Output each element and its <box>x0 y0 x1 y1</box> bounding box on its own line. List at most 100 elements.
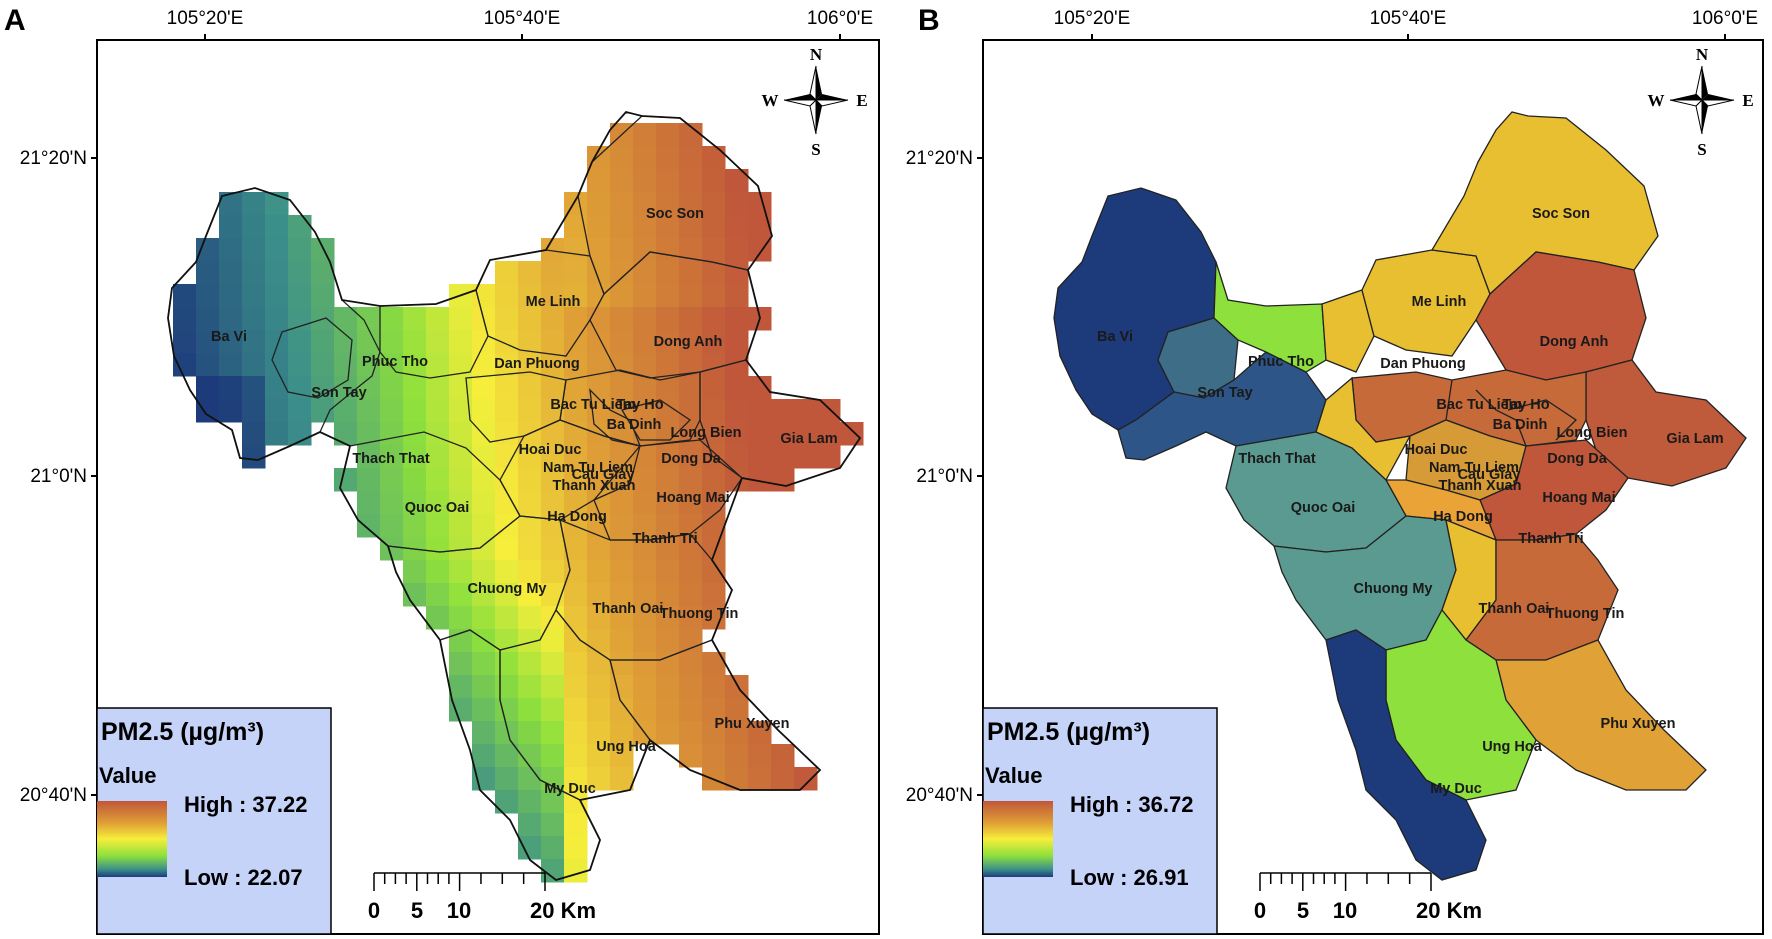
raster-cell <box>679 261 703 285</box>
raster-cell <box>265 215 289 239</box>
raster-cell <box>426 330 450 354</box>
raster-cell <box>656 675 680 699</box>
raster-cell <box>357 514 381 538</box>
lon-label-3: 106°0'E <box>1692 8 1758 29</box>
district-label: Quoc Oai <box>405 500 469 516</box>
raster-cell <box>656 399 680 423</box>
raster-cell <box>426 560 450 584</box>
pm25-raster <box>173 123 864 883</box>
raster-cell <box>495 353 519 377</box>
raster-cell <box>472 652 496 676</box>
raster-cell <box>702 583 726 607</box>
district-label: Nam Tu Liem <box>1429 460 1519 476</box>
raster-cell <box>426 606 450 630</box>
raster-cell <box>610 146 634 170</box>
lat-label-2: 21°0'N <box>30 466 87 487</box>
raster-cell <box>380 491 404 515</box>
raster-cell <box>633 146 657 170</box>
scale-5: 5 <box>1297 898 1309 923</box>
lon-label-3: 106°0'E <box>807 8 873 29</box>
district-labels: Soc Son Me Linh Dong Anh Ba Vi Phuc Tho Dan P… <box>1097 206 1724 797</box>
raster-cell <box>610 261 634 285</box>
raster-cell <box>265 238 289 262</box>
district-label: Quoc Oai <box>1291 500 1355 516</box>
raster-cell <box>794 767 818 791</box>
raster-cell <box>311 353 335 377</box>
raster-cell <box>633 583 657 607</box>
compass-n: N <box>810 45 823 64</box>
raster-cell <box>587 606 611 630</box>
raster-cell <box>541 284 565 308</box>
raster-cell <box>426 514 450 538</box>
raster-cell <box>265 307 289 331</box>
raster-cell <box>748 192 772 216</box>
raster-cell <box>656 445 680 469</box>
raster-cell <box>311 284 335 308</box>
raster-cell <box>702 284 726 308</box>
raster-cell <box>564 560 588 584</box>
raster-cell <box>725 261 749 285</box>
lat-label-1: 21°20'N <box>906 148 973 169</box>
raster-cell <box>219 307 243 331</box>
raster-cell <box>196 376 220 400</box>
raster-cell <box>449 560 473 584</box>
raster-cell <box>518 376 542 400</box>
raster-cell <box>334 307 358 331</box>
raster-cell <box>725 422 749 446</box>
raster-cell <box>748 721 772 745</box>
district-label: Tay Ho <box>616 397 663 413</box>
raster-cell <box>495 491 519 515</box>
map-frame <box>96 39 880 935</box>
lon-label-1: 105°20'E <box>167 8 244 29</box>
raster-cell <box>403 376 427 400</box>
raster-cell <box>702 353 726 377</box>
raster-cell <box>725 721 749 745</box>
raster-cell <box>380 330 404 354</box>
raster-cell <box>196 261 220 285</box>
raster-cell <box>265 330 289 354</box>
raster-cell <box>610 767 634 791</box>
raster-cell <box>679 675 703 699</box>
district-label: Ha Dong <box>1433 509 1493 525</box>
raster-cell <box>357 491 381 515</box>
district-label: Thuong Tin <box>1546 606 1625 622</box>
raster-cell <box>518 629 542 653</box>
raster-cell <box>380 445 404 469</box>
raster-cell <box>702 192 726 216</box>
raster-cell <box>449 399 473 423</box>
raster-cell <box>702 376 726 400</box>
raster-cell <box>518 744 542 768</box>
district-label: Thach That <box>1238 451 1316 467</box>
raster-cell <box>173 307 197 331</box>
raster-cell <box>334 376 358 400</box>
raster-cell <box>403 330 427 354</box>
lon-label-2: 105°40'E <box>484 8 561 29</box>
raster-cell <box>380 307 404 331</box>
raster-cell <box>587 629 611 653</box>
raster-cell <box>541 238 565 262</box>
raster-cell <box>265 261 289 285</box>
raster-cell <box>725 399 749 423</box>
raster-cell <box>587 261 611 285</box>
raster-cell <box>656 215 680 239</box>
compass-e: E <box>856 91 867 110</box>
raster-cell <box>587 192 611 216</box>
raster-cell <box>794 445 818 469</box>
raster-cell <box>679 629 703 653</box>
raster-cell <box>449 652 473 676</box>
raster-cell <box>748 445 772 469</box>
raster-cell <box>702 721 726 745</box>
raster-cell <box>541 813 565 837</box>
raster-cell <box>403 514 427 538</box>
legend: PM2.5 (µg/m³) Value High : 36.72 Low : 2… <box>982 707 1218 935</box>
raster-cell <box>702 238 726 262</box>
raster-cell <box>679 652 703 676</box>
district-label: Phu Xuyen <box>1601 716 1676 732</box>
raster-cell <box>495 721 519 745</box>
raster-cell <box>656 560 680 584</box>
raster-cell <box>817 422 841 446</box>
raster-cell <box>587 215 611 239</box>
district-label: Me Linh <box>1412 294 1467 310</box>
raster-cell <box>771 445 795 469</box>
raster-cell <box>633 376 657 400</box>
